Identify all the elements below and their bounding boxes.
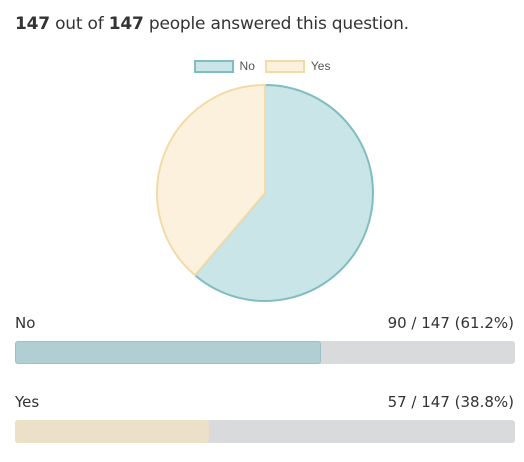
legend-swatch-no bbox=[193, 59, 234, 73]
total-count: 147 bbox=[108, 14, 144, 34]
result-bar-track-yes bbox=[15, 420, 515, 443]
result-bar-fill-no bbox=[15, 341, 321, 364]
result-bar-fill-yes bbox=[15, 420, 209, 443]
result-bar-track-no bbox=[15, 341, 515, 364]
result-label-no: No bbox=[15, 314, 36, 332]
pie-chart bbox=[155, 83, 375, 303]
legend-label-yes: Yes bbox=[310, 59, 331, 73]
result-label-yes: Yes bbox=[15, 393, 40, 411]
legend-label-no: No bbox=[239, 59, 255, 73]
answer-summary: 147 out of 147 people answered this ques… bbox=[15, 13, 409, 35]
result-value-no: 90 / 147 (61.2%) bbox=[387, 314, 514, 332]
legend-item-no[interactable]: No bbox=[193, 59, 255, 73]
legend-item-yes[interactable]: Yes bbox=[264, 59, 331, 73]
pie-slice-yes[interactable] bbox=[156, 84, 266, 277]
result-value-yes: 57 / 147 (38.8%) bbox=[387, 393, 514, 411]
legend-swatch-yes bbox=[264, 59, 305, 73]
pie-slice-no[interactable] bbox=[193, 84, 374, 302]
pie-svg bbox=[156, 84, 374, 302]
chart-legend: No Yes bbox=[0, 59, 524, 73]
out-of-text: out of bbox=[55, 14, 104, 34]
summary-suffix: people answered this question. bbox=[148, 14, 409, 34]
answered-count: 147 bbox=[15, 14, 50, 34]
